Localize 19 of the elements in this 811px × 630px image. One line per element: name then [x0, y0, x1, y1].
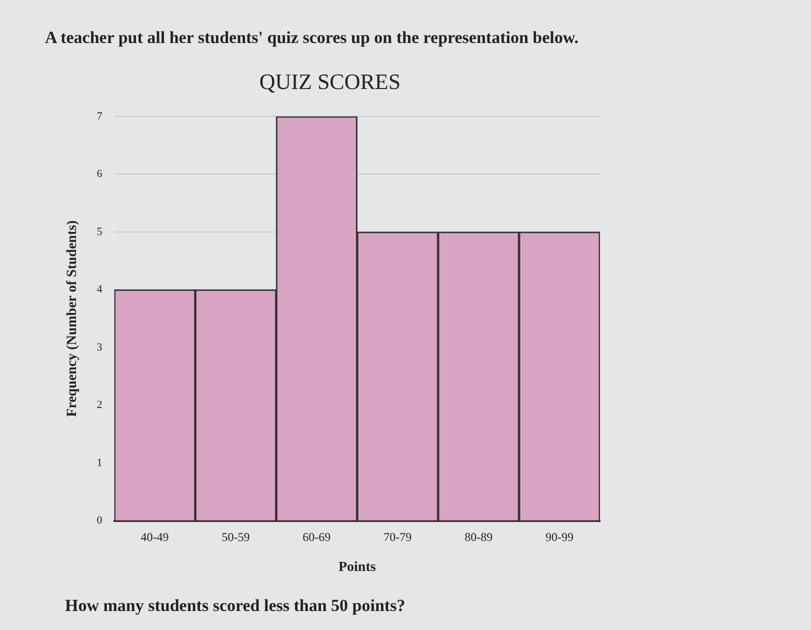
chart-title: QUIZ SCORES [259, 68, 401, 94]
y-axis-title: Frequency (Number of Students) [65, 220, 80, 417]
x-tick-label: 80-89 [464, 530, 493, 544]
text: How many students scored less than 50 points? [65, 596, 406, 616]
y-tick-label: 4 [96, 284, 103, 296]
x-tick-label: 50-59 [222, 530, 250, 544]
y-tick-label: 5 [96, 226, 103, 238]
y-tick-label: 6 [96, 168, 103, 180]
x-tick-label: 60-69 [302, 530, 331, 544]
x-tick-label: 90-99 [546, 530, 574, 544]
x-axis-title: Points [338, 560, 376, 576]
y-tick-label: 2 [96, 399, 102, 412]
y-tick-label: 3 [96, 341, 103, 354]
y-tick-label: 1 [96, 456, 102, 469]
text: A teacher put all her students' quiz scores up on the representation below. [45, 28, 578, 48]
x-tick-label: 40-49 [140, 530, 169, 544]
y-tick-label: 7 [96, 110, 103, 122]
x-tick-label: 70-79 [384, 530, 412, 544]
y-tick-label: 0 [96, 514, 103, 527]
